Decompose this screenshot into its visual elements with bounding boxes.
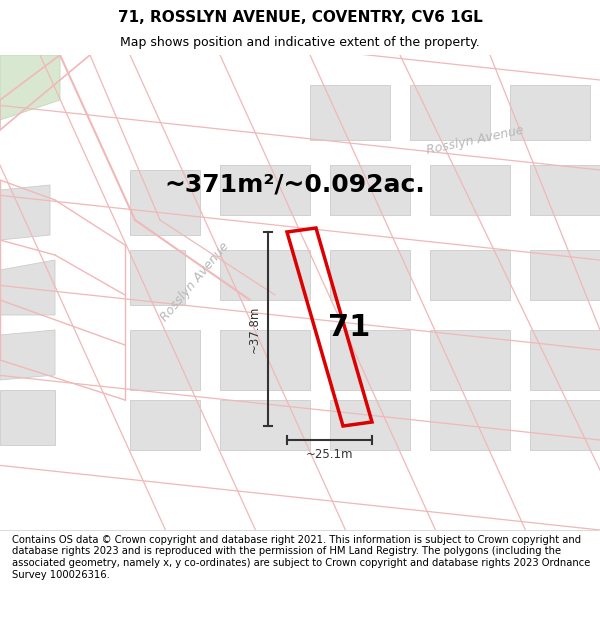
Polygon shape [430,400,510,450]
Polygon shape [0,330,55,380]
Polygon shape [130,250,185,305]
Polygon shape [530,400,600,450]
Text: Rosslyn Avenue: Rosslyn Avenue [158,240,232,324]
Polygon shape [220,330,310,390]
Text: Rosslyn Avenue: Rosslyn Avenue [425,123,525,157]
Text: 71: 71 [328,312,371,341]
Polygon shape [0,55,60,120]
Text: ~37.8m: ~37.8m [248,305,260,352]
Polygon shape [220,165,310,215]
Text: ~371m²/~0.092ac.: ~371m²/~0.092ac. [164,173,425,197]
Polygon shape [430,165,510,215]
Text: Contains OS data © Crown copyright and database right 2021. This information is : Contains OS data © Crown copyright and d… [12,535,590,579]
Polygon shape [130,330,200,390]
Text: ~25.1m: ~25.1m [306,448,353,461]
Polygon shape [530,250,600,300]
Polygon shape [410,85,490,140]
Polygon shape [220,250,310,300]
Polygon shape [530,330,600,390]
Polygon shape [330,250,410,300]
Polygon shape [310,85,390,140]
Polygon shape [510,85,590,140]
Text: Map shows position and indicative extent of the property.: Map shows position and indicative extent… [120,36,480,49]
Polygon shape [330,400,410,450]
Polygon shape [220,400,310,450]
Polygon shape [330,165,410,215]
Polygon shape [130,170,200,235]
Polygon shape [330,330,410,390]
Polygon shape [430,330,510,390]
Polygon shape [430,250,510,300]
Polygon shape [0,185,50,240]
Polygon shape [130,400,200,450]
Polygon shape [0,390,55,445]
Polygon shape [0,260,55,315]
Polygon shape [530,165,600,215]
Text: 71, ROSSLYN AVENUE, COVENTRY, CV6 1GL: 71, ROSSLYN AVENUE, COVENTRY, CV6 1GL [118,10,482,25]
